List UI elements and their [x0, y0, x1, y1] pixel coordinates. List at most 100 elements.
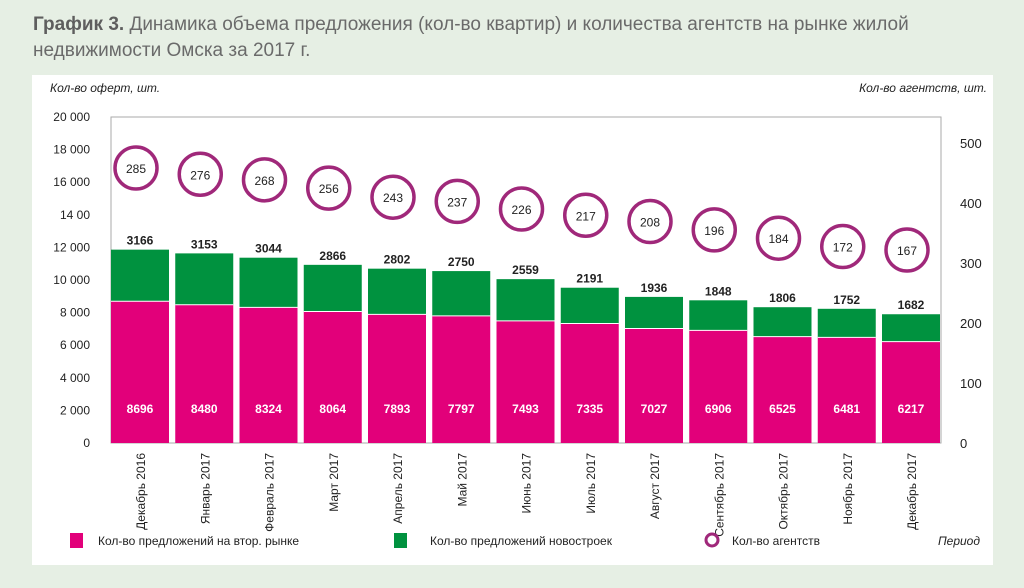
y-tick-label: 12 000 [53, 240, 90, 254]
bar-secondary-market [432, 315, 491, 443]
data-label-new: 3153 [191, 237, 218, 251]
data-label-agencies: 268 [254, 174, 274, 188]
bar-secondary-market [175, 304, 234, 443]
y-tick-label: 2 000 [60, 403, 90, 417]
legend-label-agencies: Кол-во агентств [732, 534, 820, 548]
bar-secondary-market [689, 330, 748, 443]
agency-marker [113, 145, 159, 191]
data-label-agencies: 217 [576, 209, 596, 223]
bar-new-buildings [175, 253, 234, 305]
data-label-secondary: 7493 [512, 402, 539, 416]
x-axis-label: Период [938, 534, 980, 548]
title-prefix: График 3. [33, 14, 125, 35]
x-tick-label: Май 2017 [455, 453, 469, 507]
title-text: Динамика объема предложения (кол-во квар… [33, 14, 909, 61]
data-label-agencies: 167 [897, 244, 917, 258]
chart: Кол-во оферт, шт. Кол-во агентств, шт. 0 2 … [50, 81, 987, 548]
bar-new-buildings [368, 268, 426, 315]
data-label-secondary: 6217 [898, 402, 925, 416]
y2-tick-label: 300 [960, 256, 982, 271]
bar-secondary-market [560, 323, 619, 443]
data-label-secondary: 8480 [191, 402, 218, 416]
y2-tick-label: 200 [960, 316, 982, 331]
bar-new-buildings [560, 287, 619, 324]
data-label-agencies: 237 [447, 195, 467, 209]
y-axis-label: Кол-во оферт, шт. [50, 81, 160, 95]
data-label-new: 2559 [512, 263, 539, 277]
x-tick-label: Октябрь 2017 [777, 453, 791, 530]
legend-label-new: Кол-во предложений новостроек [430, 534, 613, 548]
data-label-new: 1682 [898, 298, 925, 312]
bar-secondary-market [239, 307, 298, 443]
y2-axis-label: Кол-во агентств, шт. [859, 81, 987, 95]
x-tick-label: Ноябрь 2017 [841, 453, 855, 525]
bar-secondary-market [496, 320, 555, 443]
data-label-agencies: 285 [126, 162, 146, 176]
data-label-secondary: 8696 [127, 402, 154, 416]
y-tick-label: 0 [83, 436, 90, 450]
data-label-new: 2866 [319, 249, 346, 263]
y-tick-label: 14 00 [60, 208, 90, 222]
data-label-agencies: 226 [511, 203, 531, 217]
agency-marker [434, 178, 480, 225]
y2-tick-label: 0 [960, 436, 967, 451]
data-label-agencies: 208 [640, 216, 660, 230]
data-label-agencies: 196 [704, 224, 724, 238]
x-tick-label: Сентябрь 2017 [712, 453, 726, 537]
legend-swatch-new [394, 533, 407, 548]
x-tick-label: Декабрь 2017 [905, 453, 919, 530]
chart-panel: Кол-во оферт, шт. Кол-во агентств, шт. 0 2 … [32, 75, 993, 565]
data-label-new: 2750 [448, 255, 475, 269]
data-label-agencies: 172 [833, 241, 853, 255]
x-tick-label: Март 2017 [327, 453, 341, 512]
data-label-new: 1936 [641, 281, 668, 295]
bar-secondary-market [882, 341, 940, 443]
x-tick-label: Декабрь 2016 [134, 453, 148, 530]
bar-new-buildings [625, 296, 683, 329]
bar-new-buildings [432, 271, 491, 316]
data-label-agencies: 243 [383, 191, 403, 205]
data-label-secondary: 6481 [833, 402, 860, 416]
data-label-agencies: 184 [768, 232, 788, 246]
bar-secondary-market [111, 301, 169, 443]
agency-marker [370, 174, 416, 220]
data-label-secondary: 8324 [255, 402, 282, 416]
bar-new-buildings [882, 314, 940, 342]
data-label-new: 2802 [384, 253, 411, 267]
agency-marker [691, 207, 737, 253]
bar-secondary-market [753, 336, 812, 443]
y-tick-label: 6 000 [60, 338, 90, 352]
agency-marker [241, 157, 288, 203]
y2-tick-label: 400 [960, 196, 982, 211]
data-label-secondary: 6525 [769, 402, 796, 416]
agency-marker [177, 151, 223, 198]
data-label-new: 2191 [576, 272, 603, 286]
y-tick-label: 20 000 [53, 110, 90, 124]
bar-new-buildings [303, 264, 362, 312]
x-tick-label: Февраль 2017 [263, 453, 277, 532]
y2-tick-label: 500 [960, 136, 982, 151]
data-label-secondary: 7797 [448, 402, 475, 416]
bar-new-buildings [111, 249, 169, 302]
y2-tick-label: 100 [960, 376, 982, 391]
agency-marker [820, 223, 866, 270]
bar-secondary-market [368, 314, 426, 443]
data-label-new: 3166 [127, 234, 154, 248]
bar-new-buildings [239, 257, 298, 308]
x-tick-label: Июль 2017 [584, 453, 598, 514]
y-tick-label: 10 000 [53, 273, 90, 287]
data-label-secondary: 7335 [576, 402, 603, 416]
bar-secondary-market [817, 337, 876, 443]
bar-secondary-market [303, 311, 362, 443]
data-label-secondary: 7027 [641, 402, 668, 416]
legend-swatch-secondary [70, 533, 83, 548]
chart-title: График 3. Динамика объема предложения (к… [33, 12, 993, 64]
agency-marker [498, 186, 545, 232]
y-tick-label: 4 000 [60, 371, 90, 385]
agency-marker [306, 165, 352, 211]
data-label-agencies: 256 [319, 182, 339, 196]
x-tick-label: Август 2017 [648, 453, 662, 519]
agency-marker [627, 198, 673, 245]
bar-new-buildings [689, 300, 748, 331]
agency-marker [884, 227, 930, 273]
